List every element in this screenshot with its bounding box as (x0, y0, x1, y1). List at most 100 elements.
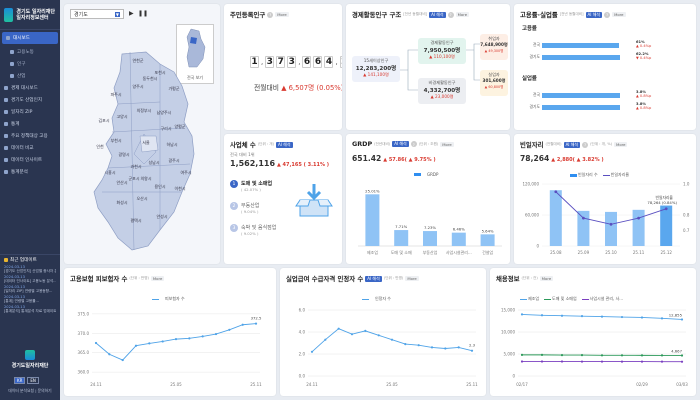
series-point (108, 353, 111, 356)
sidebar-item-label: 주요 정책대상 고용 (11, 134, 48, 139)
business-rank-item[interactable]: 1 도매 및 소매업( 42.07% ) (230, 180, 272, 192)
district-label[interactable]: 하남시 (166, 141, 177, 147)
help-icon[interactable]: ? (447, 11, 454, 18)
district-label[interactable]: 평택시 (130, 217, 141, 223)
district-label[interactable]: 동두천시 (143, 75, 158, 81)
sidebar-item[interactable]: 주요 정책대상 고용 (0, 130, 60, 142)
ai-interpret-button[interactable]: AI 해석 (563, 141, 581, 148)
district-label[interactable]: 연천군 (132, 57, 143, 63)
district-label[interactable]: 광주시 (168, 157, 179, 163)
update-item[interactable]: 2024-03-13 [통계분석] 통계분석 자료 업데이트... (0, 305, 60, 315)
sidebar-item[interactable]: 산업 (0, 70, 60, 82)
district-label[interactable]: 과천시 (130, 163, 141, 169)
district-label[interactable]: 남양주시 (157, 109, 172, 115)
inset-map[interactable]: 전국 보기 (176, 24, 214, 84)
tick-label: 25.12 (660, 250, 672, 255)
logo-icon (4, 7, 14, 22)
sidebar-logo[interactable]: 경기도 일자리재단 일자리정보센터 (0, 0, 60, 30)
rate-change: ▼ 0.4%p (636, 55, 652, 60)
econ-title: 경제활동인구 구조 (352, 11, 402, 19)
population-more-button[interactable]: More (275, 12, 289, 17)
employment-rate-label: 고용률 (522, 26, 537, 32)
tick-label: 25.10 (605, 250, 617, 255)
district-label[interactable]: 가평군 (168, 85, 179, 91)
district-label[interactable]: 포천시 (154, 69, 165, 75)
menu-icon (6, 36, 10, 40)
district-label[interactable]: 의정부시 (137, 107, 152, 113)
district-label[interactable]: 고양시 (116, 113, 127, 119)
ai-interpret-button[interactable]: AI 해석 (365, 275, 382, 282)
district-label[interactable]: 이천시 (174, 185, 185, 191)
update-item[interactable]: 2024-03-13[경기도 산업인지] 산업별 종사자 분포 연구... (0, 265, 60, 275)
district-label[interactable]: 양주시 (132, 83, 143, 89)
rates-more-button[interactable]: More (612, 12, 626, 17)
econ-more-button[interactable]: More (455, 12, 470, 17)
district-label[interactable]: 화성시 (116, 199, 127, 205)
ai-interpret-button[interactable]: AI 해석 (275, 141, 293, 148)
lang-kr-button[interactable]: KR (14, 377, 26, 384)
pause-icon[interactable]: ❚❚ (138, 10, 149, 17)
sidebar-item[interactable]: 데이터 비교 (0, 142, 60, 154)
district-label[interactable]: 서울 (142, 139, 150, 145)
insured-more-button[interactable]: More (150, 276, 165, 281)
ai-interpret-button[interactable]: AI 해석 (392, 141, 409, 147)
sidebar-footer-links[interactable]: 데이터 분석요청 | 문의하기 (8, 388, 52, 393)
ai-interpret-button[interactable]: AI 해석 (585, 11, 603, 18)
x-tick-label: 25.11 (250, 382, 262, 387)
help-icon[interactable]: ? (604, 11, 611, 18)
y-tick-label: 6.0 (299, 308, 306, 313)
district-label[interactable]: 성남시 (148, 159, 159, 165)
rate-region: 경기도 (529, 54, 540, 59)
benefit-legend: 인정자 수 (362, 296, 391, 302)
end-label: 2.3 (469, 343, 476, 348)
business-rank-item[interactable]: 3 숙박 및 음식점업( 9.02% ) (230, 224, 276, 236)
district-label[interactable]: 군포시 (128, 176, 139, 181)
district-label[interactable]: 광명시 (118, 151, 129, 157)
ai-interpret-button[interactable]: AI 해석 (429, 11, 446, 18)
sidebar-item[interactable]: 일자리 ZIP (0, 106, 60, 118)
sidebar-item[interactable]: 경기도 산업인지 (0, 94, 60, 106)
hiring-more-button[interactable]: More (539, 276, 554, 281)
help-icon[interactable]: ? (410, 141, 417, 147)
vacancy-more-button[interactable]: More (614, 142, 628, 147)
district-label[interactable]: 안산시 (116, 179, 127, 185)
grdp-more-button[interactable]: More (440, 141, 454, 147)
sidebar-item[interactable]: 대시보드 (2, 32, 58, 44)
update-item[interactable]: 2024-03-13 [통계] 연령별 고용률... (0, 295, 60, 305)
district-label[interactable]: 오산시 (136, 195, 147, 201)
district-label[interactable]: 용인시 (154, 183, 165, 189)
district-label[interactable]: 안성시 (156, 213, 167, 219)
district-label[interactable]: 파주시 (110, 91, 121, 97)
bar (423, 231, 437, 246)
korea-inset-map (186, 28, 206, 68)
district-label[interactable]: 김포시 (98, 117, 109, 123)
play-icon[interactable]: ▶ (129, 10, 134, 17)
district-label[interactable]: 시흥시 (104, 169, 115, 175)
benefit-more-button[interactable]: More (405, 276, 419, 281)
district-label[interactable]: 여주시 (180, 169, 191, 175)
district-label[interactable]: 양평군 (174, 123, 185, 129)
sidebar-item[interactable]: 인구 (0, 58, 60, 70)
series-point (161, 340, 164, 343)
sidebar-item[interactable]: 고용노동 (0, 46, 60, 58)
district-label[interactable]: 인천 (96, 143, 104, 149)
help-icon[interactable]: ? (267, 11, 274, 18)
district-label[interactable]: 부천시 (110, 137, 121, 143)
help-icon[interactable]: ? (582, 141, 589, 148)
sidebar-item[interactable]: 데이터 인사이트 (0, 154, 60, 166)
update-item[interactable]: 2024-03-13 [일자리 ZIP] 연령별 고용동향... (0, 285, 60, 295)
lang-en-button[interactable]: EN (27, 377, 39, 384)
sidebar-item[interactable]: 통계 (0, 118, 60, 130)
recent-updates: 최근 업데이트 2024-03-13[경기도 산업인지] 산업별 종사자 분포 … (0, 254, 60, 315)
rate-value: 3.8% (636, 90, 646, 94)
grdp-title: GRDP (352, 140, 373, 148)
business-rank-item[interactable]: 2 부동산업( 9.04% ) (230, 202, 259, 214)
sidebar-item[interactable]: 통계분석 (0, 166, 60, 178)
district-label[interactable]: 의왕시 (140, 175, 151, 181)
region-select[interactable]: 경기도 ▼ (70, 9, 124, 19)
series-point (214, 332, 218, 336)
update-item[interactable]: 2024-03-13 [데이터 인사이트] 고용노동 분석... (0, 275, 60, 285)
district-label[interactable]: 구리시 (160, 125, 171, 131)
sidebar-item[interactable]: 경제 대시보드 (0, 82, 60, 94)
